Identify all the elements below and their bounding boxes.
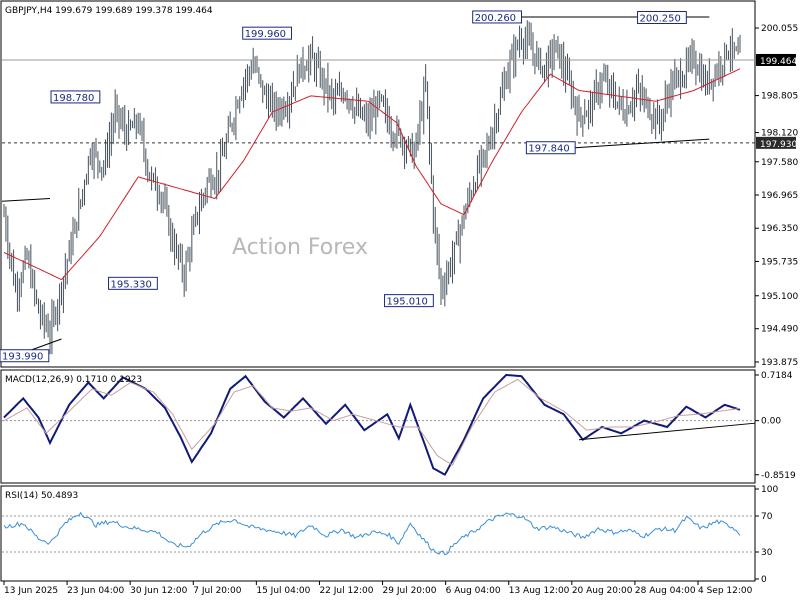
price-label-text: 200.260 (475, 13, 516, 24)
price-label-box (525, 141, 576, 155)
time-axis-label: 13 Jun 2025 (4, 586, 58, 596)
macd-trendline (578, 422, 756, 441)
time-axis-label: 7 Jul 20:00 (193, 586, 242, 596)
macd-title: MACD(12,26,9) 0.1710 0.1923 (5, 375, 142, 385)
rsi-series-layer (2, 511, 755, 556)
price-label-text: 199.960 (245, 29, 286, 40)
time-axis-label: 6 Aug 04:00 (446, 586, 501, 596)
price-axis-label: 196.965 (761, 191, 798, 201)
hline-price-text: 197.930 (760, 140, 797, 150)
price-axis-label: 196.350 (761, 224, 798, 234)
price-label-box (242, 26, 292, 40)
rsi-title: RSI(14) 50.4893 (5, 491, 78, 501)
price-label: 195.010 (384, 294, 434, 308)
time-axis-label: 13 Aug 12:00 (509, 586, 570, 596)
price-axis-label: 194.490 (761, 325, 798, 335)
rsi-line (3, 511, 741, 556)
time-axis-label: 15 Jul 04:00 (256, 586, 310, 596)
price-label-box (0, 349, 50, 363)
macd-axis-label: 0.7184 (761, 371, 793, 381)
left-trendline (1, 198, 51, 202)
price-axis-label: 193.875 (761, 358, 798, 368)
price-label: 197.840 (525, 141, 576, 155)
current-price-text: 199.464 (760, 57, 797, 67)
rsi-axis-label: 30 (761, 548, 773, 558)
time-axis-label: 20 Aug 20:00 (572, 586, 633, 596)
time-axis-label: 23 Jun 04:00 (67, 586, 124, 596)
price-label: 195.330 (108, 276, 158, 290)
signal-line (3, 378, 741, 466)
price-label-text: 195.330 (111, 279, 152, 290)
symbol-title: GBPJPY,H4 199.679 199.689 199.378 199.46… (5, 6, 213, 16)
time-axis-label: 28 Aug 04:00 (635, 586, 696, 596)
price-label-box (108, 276, 158, 290)
rsi-axis-label: 0 (761, 575, 767, 585)
macd-line (3, 373, 741, 476)
price-axis-label: 198.120 (761, 129, 798, 139)
macd-axis-label: -0.8519 (761, 471, 796, 481)
moving-average-line (3, 68, 741, 281)
current-price-tag (756, 53, 796, 66)
hline-price-tag (756, 136, 796, 149)
price-label: 200.260 (472, 10, 523, 24)
price-label-text: 198.780 (53, 93, 94, 104)
rsi-axis-label: 100 (761, 485, 778, 495)
price-pane-frame (0, 0, 756, 368)
price-label-box (472, 10, 523, 24)
price-label: 199.960 (242, 26, 292, 40)
time-axis-label: 22 Jul 12:00 (319, 586, 373, 596)
price-axis-label: 197.580 (761, 158, 798, 168)
price-axis-label: 200.055 (761, 24, 798, 34)
time-axis-label: 4 Sep 12:00 (698, 586, 753, 596)
macd-axis-label: 0.00 (761, 417, 781, 427)
price-axis-label: 198.805 (761, 92, 798, 102)
price-labels-layer: 193.990 198.780 195.330 199.960 195.010 200.2… (0, 10, 687, 363)
price-label-text: 200.250 (640, 14, 681, 25)
price-label: 200.250 (637, 11, 687, 25)
time-axis-label: 29 Jul 20:00 (383, 586, 437, 596)
time-axis-label: 30 Jun 12:00 (130, 586, 187, 596)
price-series-layer (1, 16, 755, 362)
price-label: 198.780 (50, 90, 101, 104)
price-label-text: 195.010 (387, 297, 428, 308)
price-label-box (637, 11, 687, 25)
rising-trendline (575, 138, 710, 149)
rsi-pane-frame (0, 485, 756, 582)
price-axis-label: 195.735 (761, 257, 798, 267)
price-label-box (384, 294, 434, 308)
price-label: 193.990 (0, 349, 50, 363)
macd-pane-frame (0, 369, 756, 484)
price-label-text: 197.840 (528, 144, 569, 155)
rsi-axis-label: 70 (761, 512, 773, 522)
price-label-text: 193.990 (2, 352, 43, 363)
price-axis-label: 195.100 (761, 292, 798, 302)
price-bars (3, 20, 741, 355)
price-label-box (50, 90, 101, 104)
macd-series-layer (2, 373, 756, 476)
watermark-text: Action Forex (232, 235, 368, 260)
